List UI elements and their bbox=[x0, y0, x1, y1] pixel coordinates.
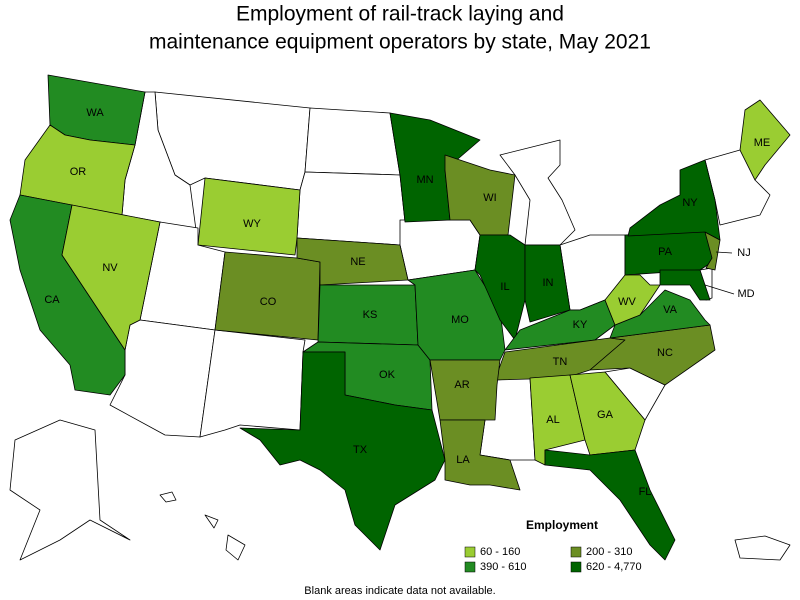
state-label: PA bbox=[658, 246, 673, 258]
state-label: ME bbox=[754, 137, 771, 149]
title-line: maintenance equipment operators by state… bbox=[149, 31, 651, 54]
state bbox=[609, 289, 711, 339]
state-label: CO bbox=[260, 296, 277, 308]
note: Blank areas indicate data not available. bbox=[304, 585, 495, 597]
blank-area bbox=[9, 419, 131, 561]
state-label: KS bbox=[363, 309, 378, 321]
state-label: OR bbox=[70, 166, 87, 178]
state-label: AR bbox=[454, 379, 469, 391]
blank-area bbox=[204, 514, 219, 529]
blank-area bbox=[225, 534, 246, 561]
blank-area bbox=[159, 491, 177, 503]
state-label: OK bbox=[379, 369, 396, 381]
legend-swatch bbox=[570, 546, 582, 558]
state-label: WY bbox=[243, 218, 261, 230]
state-label: TN bbox=[553, 356, 568, 368]
legend-label: 60 - 160 bbox=[480, 546, 520, 558]
leader-line bbox=[715, 251, 733, 254]
state bbox=[19, 124, 136, 216]
state-label: IN bbox=[543, 277, 554, 289]
state-label: TX bbox=[353, 444, 368, 456]
state bbox=[61, 204, 161, 351]
state-label: VA bbox=[663, 304, 678, 316]
state-label: GA bbox=[597, 409, 614, 421]
blank-area bbox=[304, 107, 401, 176]
state-label: FL bbox=[639, 486, 652, 498]
state-label: WV bbox=[618, 296, 636, 308]
state-label: IL bbox=[500, 281, 509, 293]
state bbox=[739, 99, 791, 181]
blank-area bbox=[499, 139, 576, 246]
state bbox=[524, 244, 571, 323]
legend-label: 390 - 610 bbox=[480, 561, 526, 573]
blank-area bbox=[154, 91, 311, 191]
state bbox=[504, 299, 616, 351]
leader-line bbox=[704, 284, 735, 295]
state-label: MD bbox=[737, 288, 754, 300]
blank-area bbox=[199, 329, 306, 438]
legend-swatch bbox=[464, 546, 476, 558]
state bbox=[627, 159, 721, 241]
states: WA OR CA NV WY CO NE KS OK TX MN MO WI IL IN KY TN AR LA AL… bbox=[9, 74, 791, 561]
state-label: MO bbox=[451, 314, 469, 326]
legend-swatch bbox=[464, 561, 476, 573]
legend-swatch bbox=[570, 561, 582, 573]
state-label: NY bbox=[682, 197, 698, 209]
state-label: WI bbox=[483, 192, 496, 204]
legend-label: 620 - 4,770 bbox=[586, 561, 642, 573]
state-label: LA bbox=[456, 454, 470, 466]
legend: 60 - 160 200 - 310 390 - 610 620 - 4,770 bbox=[464, 546, 642, 573]
state bbox=[589, 324, 716, 386]
legend-title: Employment bbox=[526, 518, 598, 532]
state bbox=[544, 449, 676, 561]
state-label: KY bbox=[573, 319, 588, 331]
title-line: Employment of rail-track laying and bbox=[236, 3, 564, 26]
legend-label: 200 - 310 bbox=[586, 546, 632, 558]
state-label: NC bbox=[657, 347, 673, 359]
blank-states bbox=[9, 91, 791, 561]
state bbox=[239, 351, 446, 551]
state-label: NV bbox=[102, 262, 118, 274]
state-label: MN bbox=[416, 174, 433, 186]
blank-area bbox=[296, 171, 406, 246]
state-label: NJ bbox=[737, 247, 750, 259]
blank-area bbox=[734, 535, 791, 561]
state bbox=[439, 419, 521, 491]
state-label: AL bbox=[546, 414, 559, 426]
state bbox=[197, 177, 301, 256]
state bbox=[429, 359, 501, 421]
state bbox=[214, 251, 321, 341]
state bbox=[659, 269, 711, 301]
state-label: NE bbox=[350, 256, 365, 268]
state-label: CA bbox=[44, 294, 60, 306]
state-label: WA bbox=[86, 107, 104, 119]
